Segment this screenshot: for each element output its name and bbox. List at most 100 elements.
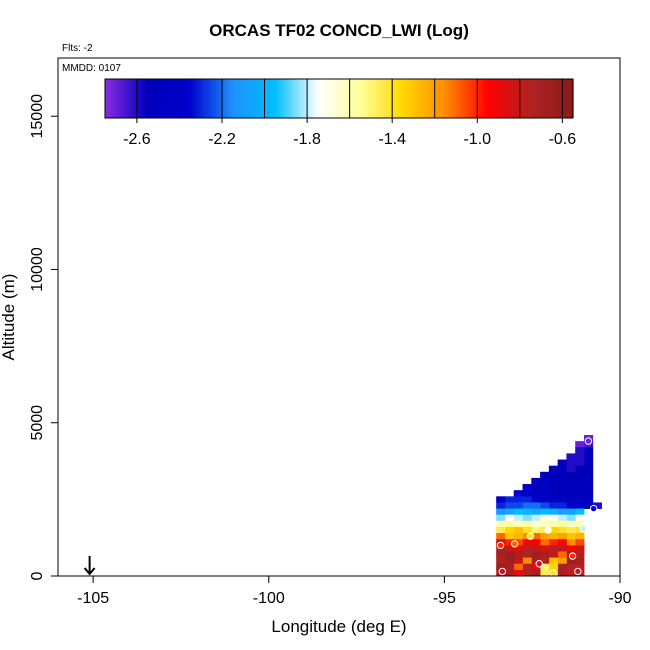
colorbar-segment (435, 79, 440, 118)
y-tick-label: 0 (29, 571, 46, 580)
heatmap-cell (592, 502, 602, 509)
colorbar-segment (508, 79, 513, 118)
colorbar-segment (201, 79, 206, 118)
colorbar-segment (543, 79, 548, 118)
heatmap-cell (557, 471, 567, 479)
y-axis-label: Altitude (m) (0, 274, 18, 361)
colorbar-segment (216, 79, 220, 118)
heatmap-cell (548, 563, 559, 571)
heatmap-cell (496, 508, 506, 516)
heatmap-cell (540, 563, 550, 571)
colorbar-segment (362, 79, 366, 118)
colorbar-segment (110, 79, 115, 118)
colorbar-segment (286, 79, 290, 118)
heatmap-cell (566, 520, 576, 528)
heatmap-cell (531, 514, 541, 522)
heatmap-cell (557, 502, 567, 509)
heatmap-cell (504, 563, 515, 571)
colorbar-segment (113, 79, 118, 118)
colorbar-segment (271, 79, 276, 118)
heatmap-cell (522, 514, 532, 522)
colorbar-segment (441, 79, 445, 118)
colorbar-segment (467, 79, 472, 118)
heatmap-cell (583, 496, 594, 503)
colorbar-segment (494, 79, 498, 118)
heatmap-cell (557, 520, 567, 528)
heatmap-cell (575, 465, 585, 473)
heatmap-cell (548, 465, 559, 473)
colorbar-segment (385, 79, 390, 118)
heatmap-cell (557, 539, 567, 546)
heatmap-cell (513, 563, 523, 571)
data-point (549, 569, 557, 577)
heatmap-cell (540, 545, 550, 552)
colorbar-segment (189, 79, 194, 118)
heatmap-cell (504, 508, 515, 516)
colorbar-segment (540, 79, 545, 118)
heatmap-cell (575, 557, 585, 565)
heatmap-cell (575, 514, 585, 522)
colorbar-segment (447, 79, 451, 118)
colorbar-segment (119, 79, 124, 118)
colorbar-segment (529, 79, 533, 118)
heatmap-cell (575, 520, 585, 528)
colorbar-segment (204, 79, 208, 118)
colorbar-segment (315, 79, 320, 118)
heatmap-cell (575, 496, 585, 503)
colorbar-segment (444, 79, 448, 118)
colorbar-segment (125, 79, 129, 118)
heatmap-cell (548, 557, 559, 565)
colorbar-segment (166, 79, 170, 118)
heatmap-cell (522, 539, 532, 546)
colorbar-segment (403, 79, 407, 118)
heatmap-cell (557, 490, 567, 497)
heatmap-cell (583, 471, 594, 479)
colorbar-segment (289, 79, 293, 118)
colorbar-segment (532, 79, 536, 118)
heatmap-cell (540, 477, 550, 485)
heatmap-cell (531, 508, 541, 516)
heatmap-cell (540, 514, 550, 522)
colorbar-segment (415, 79, 419, 118)
heatmap-cell (566, 533, 576, 540)
colorbar-segment (330, 79, 334, 118)
heatmap-cell (566, 569, 576, 577)
heatmap-cell (566, 545, 576, 552)
heatmap-cell (522, 563, 532, 571)
arrow-head (83, 567, 96, 576)
colorbar-segment (570, 79, 574, 118)
heatmap-cell (522, 557, 532, 565)
heatmap-cell (557, 551, 567, 559)
heatmap-cell (566, 502, 576, 509)
colorbar-segment (175, 79, 179, 118)
colorbar: -2.6 -2.2 -1.8 -1.4 -1.0 -0.6 (104, 78, 576, 148)
colorbar-segment (537, 79, 542, 118)
colorbar-segment (303, 79, 308, 118)
heatmap-cell (583, 453, 594, 460)
heatmap-cell (496, 551, 506, 559)
colorbar-segment (333, 79, 337, 118)
colorbar-segment (453, 79, 457, 118)
heatmap-cell (557, 545, 567, 552)
heatmap-cell (575, 453, 585, 460)
heatmap-cell (513, 520, 523, 528)
colorbar-segment (397, 79, 402, 118)
colorbar-segment (461, 79, 466, 118)
colorbar-segment (219, 79, 223, 118)
colorbar-segment (546, 79, 551, 118)
heatmap-cell (575, 526, 585, 534)
x-tick-label: -105 (77, 590, 109, 607)
colorbar-segment (283, 79, 287, 118)
heatmap-cell (548, 520, 559, 528)
colorbar-segment (482, 79, 486, 118)
heatmap-cell (548, 526, 559, 534)
heatmap-cell (504, 569, 515, 577)
colorbar-segment (371, 79, 375, 118)
colorbar-segment (134, 79, 138, 118)
data-point (574, 567, 582, 576)
colorbar-segment (309, 79, 314, 118)
heatmap-cell (583, 477, 594, 485)
colorbar-segment (107, 79, 112, 118)
colorbar-segment (520, 79, 524, 118)
heatmap-cell (566, 453, 576, 460)
